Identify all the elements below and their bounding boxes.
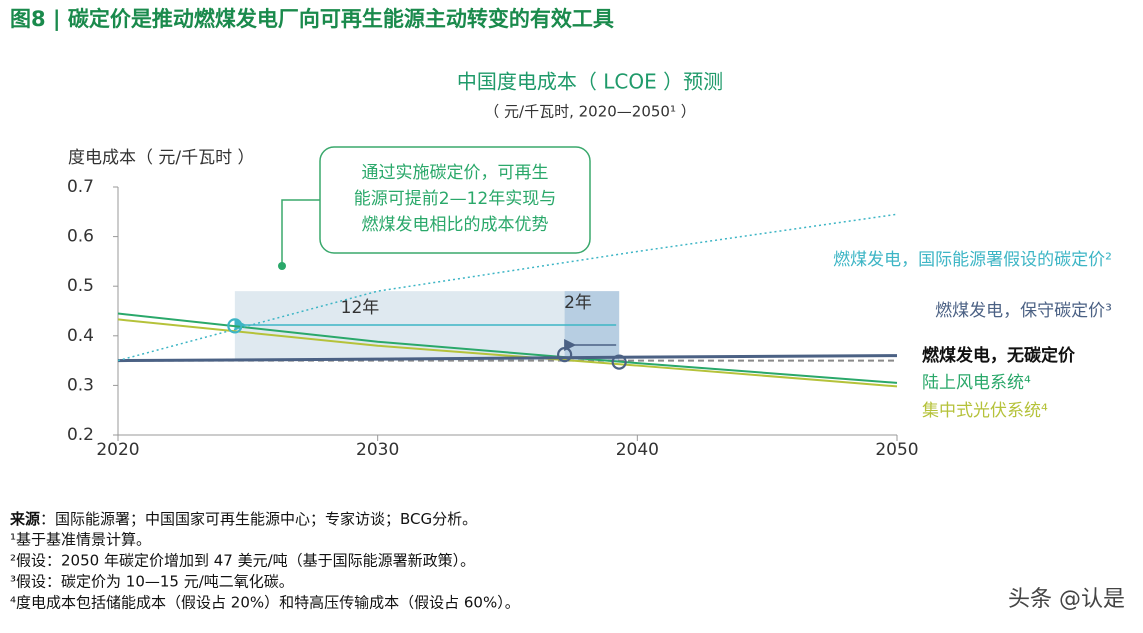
span-label: 2年: [564, 293, 592, 313]
x-tick-label: 2030: [356, 440, 399, 460]
footnote: ³假设：碳定价为 10—15 元/吨二氧化碳。: [10, 573, 294, 591]
chart-title: 中国度电成本（ LCOE ）预测: [457, 70, 723, 94]
y-tick-label: 0.6: [67, 227, 94, 247]
x-tick-label: 2020: [96, 440, 139, 460]
x-tick-label: 2040: [616, 440, 659, 460]
span-label: 12年: [341, 298, 380, 318]
legend-label: 燃煤发电，保守碳定价³: [935, 301, 1112, 321]
y-tick-label: 0.4: [67, 326, 94, 346]
y-tick-label: 0.5: [67, 276, 94, 296]
x-tick-label: 2050: [875, 440, 918, 460]
crossover-marker: [557, 347, 573, 363]
y-tick-label: 0.7: [67, 177, 94, 197]
series-line: [117, 312, 898, 384]
footnote: ²假设：2050 年碳定价增加到 47 美元/吨（基于国际能源署新政策）。: [10, 552, 475, 570]
y-axis-label: 度电成本（ 元/千瓦时 ）: [68, 148, 255, 168]
source-label: 来源: [9, 510, 40, 528]
callout-text: 能源可提前2—12年实现与: [354, 189, 556, 209]
footnotes: 来源：国际能源署；中国国家可再生能源中心；专家访谈；BCG分析。 ¹基于基准情景…: [9, 510, 520, 612]
page-title: 图8 | 碳定价是推动燃煤发电厂向可再生能源主动转变的有效工具: [10, 7, 614, 32]
source-text: ：国际能源署；中国国家可再生能源中心；专家访谈；BCG分析。: [40, 510, 477, 528]
callout-dot: [278, 262, 286, 270]
callout-text: 通过实施碳定价，可再生: [362, 163, 549, 183]
watermark: 头条 @认是: [1008, 587, 1125, 612]
footnote: ⁴度电成本包括储能成本（假设占 20%）和特高压传输成本（假设占 60%）。: [10, 594, 520, 612]
source-line: 来源：国际能源署；中国国家可再生能源中心；专家访谈；BCG分析。: [9, 510, 477, 528]
footnote: ¹基于基准情景计算。: [10, 531, 151, 549]
series-line: [117, 318, 898, 388]
legend-label: 燃煤发电，国际能源署假设的碳定价²: [833, 250, 1112, 270]
series-line: [117, 213, 898, 362]
chart-subtitle: （ 元/千瓦时, 2020—2050¹ ）: [484, 103, 696, 121]
callout-connector: [281, 199, 320, 266]
crossover-marker: [227, 318, 243, 334]
series-line: [117, 354, 898, 363]
legend-label: 陆上风电系统⁴: [922, 373, 1031, 393]
crossover-marker: [611, 354, 627, 370]
callout-text: 燃煤发电相比的成本优势: [362, 215, 549, 235]
legend-label: 集中式光伏系统⁴: [922, 401, 1048, 421]
legend-label: 燃煤发电，无碳定价: [922, 345, 1076, 366]
y-tick-label: 0.3: [67, 375, 94, 395]
y-tick-label: 0.2: [67, 425, 94, 445]
